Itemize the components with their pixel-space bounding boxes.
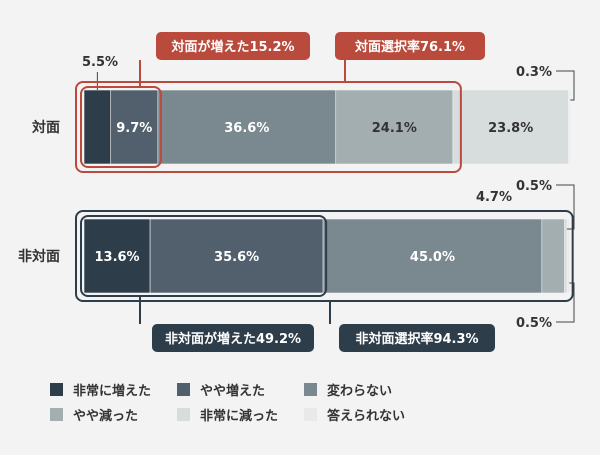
- outside-label: 0.5%: [516, 316, 552, 331]
- legend-swatch: [50, 382, 63, 396]
- data-label: 23.8%: [488, 121, 533, 136]
- legend-swatch: [304, 407, 317, 421]
- legend-item: やや増えた: [177, 381, 304, 399]
- bar-segment: [83, 89, 112, 165]
- highlight-outline: [75, 81, 462, 173]
- callout-text: 非対面が増えた49.2%: [165, 331, 301, 347]
- legend-item: やや減った: [50, 406, 177, 424]
- data-label: 9.7%: [116, 121, 152, 136]
- chart-legend: 非常に増えた やや増えた 変わらないやや減った 非常に減った 答えられない: [50, 381, 570, 424]
- callout-box: [339, 324, 495, 352]
- highlight-outline: [80, 215, 328, 297]
- leader-line: [556, 282, 575, 323]
- callout-text: 非対面選択率94.3%: [355, 331, 478, 347]
- bar-segment: [149, 218, 324, 294]
- bar-segment: [568, 89, 571, 165]
- callout-box: [152, 324, 314, 352]
- legend-swatch: [177, 382, 190, 396]
- outside-label: 0.5%: [516, 179, 552, 194]
- legend-item: 非常に減った: [177, 406, 304, 424]
- bar-segment: [564, 218, 568, 294]
- callout-text: 対面選択率76.1%: [354, 39, 465, 55]
- legend-label: 非常に増えた: [73, 383, 152, 399]
- outside-label: 0.3%: [516, 65, 552, 80]
- data-label: 24.1%: [372, 121, 417, 136]
- bar-segment: [566, 218, 570, 294]
- highlight-outline: [75, 210, 574, 302]
- legend-swatch: [50, 407, 63, 421]
- legend-item: 答えられない: [304, 406, 431, 424]
- bar-segment: [110, 89, 159, 165]
- data-label: 45.0%: [410, 250, 455, 265]
- bar-segment: [541, 218, 565, 294]
- bar-segment: [83, 218, 151, 294]
- highlight-outline: [80, 86, 162, 168]
- outside-label: 5.5%: [82, 55, 118, 70]
- callout-box: [156, 32, 310, 60]
- callout-text: 対面が増えた15.2%: [170, 39, 294, 55]
- legend-swatch: [177, 407, 190, 421]
- bar-segment: [452, 89, 569, 165]
- data-label: 35.6%: [214, 250, 259, 265]
- legend-label: やや増えた: [200, 383, 266, 399]
- legend-label: 非常に減った: [200, 408, 279, 424]
- bar-segment: [322, 218, 543, 294]
- data-label: 36.6%: [224, 121, 269, 136]
- legend-item: 非常に増えた: [50, 381, 177, 399]
- outside-label: 4.7%: [476, 190, 512, 205]
- data-label: 13.6%: [94, 250, 139, 265]
- legend-label: やや減った: [73, 408, 139, 424]
- legend-label: 変わらない: [327, 383, 393, 399]
- leader-line: [556, 70, 575, 101]
- bar-segment: [335, 89, 454, 165]
- legend-item: 変わらない: [304, 381, 431, 399]
- category-label: 対面: [31, 119, 60, 136]
- bar-segment: [157, 89, 337, 165]
- category-label: 非対面: [18, 248, 60, 265]
- leader-line: [556, 184, 575, 230]
- callout-box: [335, 32, 485, 60]
- legend-label: 答えられない: [327, 408, 406, 424]
- legend-swatch: [304, 382, 317, 396]
